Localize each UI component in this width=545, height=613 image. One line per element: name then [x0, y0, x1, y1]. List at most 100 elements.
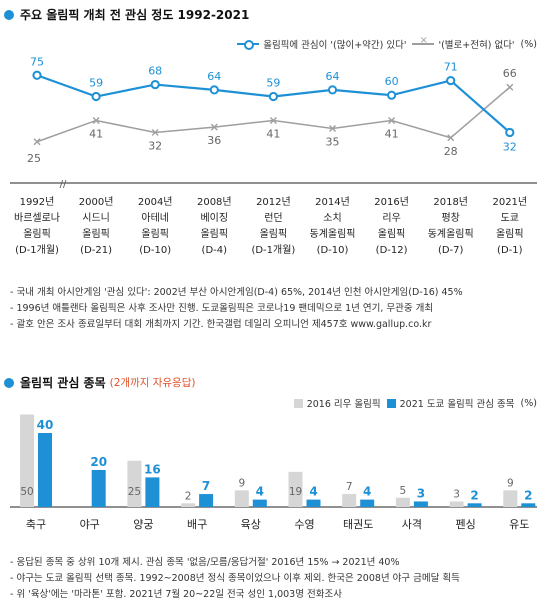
data-label-2021: 4 [309, 485, 317, 499]
gray-square-icon [293, 398, 303, 408]
data-label-interest: 59 [89, 77, 103, 90]
bar-2021 [306, 499, 321, 507]
data-label-2016: 2 [185, 490, 192, 502]
point-nointerest [92, 116, 100, 124]
bar-2021 [252, 499, 267, 507]
bullet-icon [4, 9, 14, 20]
x-tick-label: 태권도 [343, 518, 373, 531]
x-tick-label: 2008년 베이징 올림픽 (D-4) [184, 195, 244, 259]
point-nointerest [388, 116, 396, 124]
note-line: - 응답된 종목 중 상위 10개 제시. 관심 종목 '없음/모름/응답거절'… [10, 557, 400, 568]
x-tick-label-line: 2012년 [256, 197, 291, 208]
x-tick-label: 수영 [294, 518, 314, 531]
legend-nointerest: × '(별로+전혀) 없다' [412, 35, 515, 51]
bar-2021 [521, 503, 536, 507]
point-interest [150, 79, 160, 90]
x-tick-label-line: 평창 [441, 213, 460, 224]
x-tick-label: 배구 [187, 518, 207, 531]
bar-2016 [395, 497, 410, 507]
data-label-nointerest: 32 [148, 139, 162, 152]
x-tick-label-line: 2016년 [374, 197, 409, 208]
point-nointerest [447, 134, 455, 142]
point-nointerest [151, 128, 159, 136]
x-tick-label-line: 아테네 [141, 213, 169, 224]
point-interest [32, 70, 42, 80]
bar-2021 [145, 477, 160, 507]
data-label-2016: 7 [346, 481, 353, 493]
x-tick-label: 1992년 바르셀로나 올림픽 (D-1개월) [7, 195, 67, 259]
point-nointerest [33, 138, 41, 146]
x-tick-label-line: (D-12) [375, 245, 408, 256]
data-label-interest: 32 [503, 140, 517, 153]
x-tick-label-line: 동계올림픽 [427, 229, 474, 240]
note-line: - 괄호 안은 조사 종료일부터 대회 개최까지 기간. 한국갤럽 데일리 오피… [10, 319, 432, 330]
point-interest [387, 90, 397, 100]
x-tick-label: 2021년 도쿄 올림픽 (D-1) [480, 195, 540, 259]
data-label-nointerest: 66 [503, 67, 517, 80]
x-tick-label-line: (D-21) [80, 245, 113, 256]
x-tick-label-line: 바르셀로나 [14, 213, 60, 224]
point-nointerest [329, 124, 336, 132]
x-tick-label: 야구 [80, 518, 100, 531]
data-label-2021: 16 [144, 462, 161, 476]
legend-unit: (%) [520, 38, 537, 50]
bar-2021 [360, 499, 375, 507]
data-label-nointerest: 41 [89, 127, 103, 140]
data-label-2016: 5 [400, 485, 407, 497]
x-tick-label-line: (D-1개월) [15, 245, 59, 256]
x-tick-label-line: 2014년 [315, 197, 350, 208]
x-tick-label-line: 1992년 [19, 197, 55, 208]
bar-2016 [503, 490, 518, 507]
line-chart-title: 주요 올림픽 개최 전 관심 정도 1992-2021 [4, 6, 249, 23]
x-tick-label-line: (D-1개월) [251, 245, 296, 256]
bar-2016 [127, 460, 142, 507]
point-interest [91, 91, 101, 102]
data-label-2021: 20 [90, 455, 107, 469]
x-tick-label-line: 올림픽 [495, 229, 524, 240]
x-tick-label-line: (D-10) [316, 245, 349, 256]
bar-chart-notes: - 응답된 종목 중 상위 10개 제시. 관심 종목 '없음/모름/응답거절'… [10, 555, 460, 603]
point-interest [505, 127, 515, 138]
data-label-2016: 25 [128, 486, 141, 498]
data-label-2021: 3 [417, 486, 425, 500]
line-chart: // 75 25 59 41 68 32 64 36 59 41 64 35 60 41 71 28 32 66 [10, 55, 537, 190]
data-label-nointerest: 36 [207, 134, 221, 147]
x-tick-label: 유도 [509, 518, 529, 531]
point-interest [209, 85, 219, 95]
data-label-2021: 2 [524, 488, 532, 502]
point-nointerest [210, 123, 218, 131]
data-label-2021: 4 [256, 485, 264, 499]
legend-unit: (%) [520, 397, 537, 409]
data-label-nointerest: 25 [27, 152, 41, 165]
x-tick-label-line: 시드니 [82, 213, 110, 224]
x-tick-label-line: 소치 [323, 213, 342, 224]
blue-square-icon [386, 398, 396, 408]
x-tick-label-line: 올림픽 [82, 229, 110, 240]
x-tick-label-line: 올림픽 [259, 229, 288, 240]
x-tick-label-line: 동계올림픽 [309, 229, 356, 240]
bar-chart-subtitle: (2개까지 자유응답) [109, 377, 196, 389]
point-nointerest [506, 83, 514, 91]
bar-2021 [38, 433, 52, 507]
x-tick-label-line: (D-4) [201, 245, 228, 256]
data-label-interest: 59 [266, 77, 280, 90]
x-tick-label-line: 2021년 [492, 197, 528, 208]
bar-chart-legend: 2016 리우 올림픽 2021 도쿄 올림픽 관심 종목 (%) [288, 396, 537, 410]
data-label-interest: 64 [207, 70, 221, 83]
bar-2021 [413, 501, 428, 507]
data-label-2021: 7 [202, 479, 210, 493]
data-label-interest: 60 [385, 75, 399, 88]
bar-2016 [20, 414, 34, 507]
data-label-interest: 64 [326, 70, 340, 83]
x-tick-label-line: 올림픽 [141, 229, 169, 240]
point-interest [327, 85, 338, 95]
x-tick-label: 축구 [26, 518, 46, 531]
note-line: - 야구는 도쿄 올림픽 선택 종목. 1992~2008년 정식 종목이었으나… [10, 573, 460, 584]
data-label-2016: 9 [238, 477, 245, 489]
x-tick-label: 2018년 평창 동계올림픽 (D-7) [421, 195, 481, 259]
data-label-interest: 75 [30, 55, 44, 68]
x-tick-label: 펜싱 [455, 518, 475, 531]
bar-2016 [234, 490, 249, 507]
